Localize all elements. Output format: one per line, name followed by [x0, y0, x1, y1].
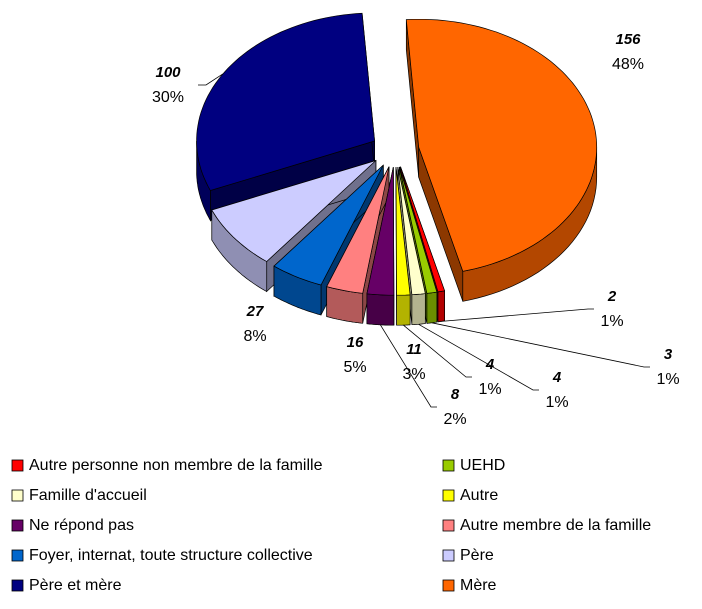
legend-label: UEHD: [460, 457, 505, 474]
percent-label: 3%: [402, 366, 425, 383]
legend-swatch: [442, 579, 455, 592]
slice-top: [211, 160, 377, 262]
legend-label: Père: [460, 547, 494, 564]
slice-wall: [396, 294, 411, 326]
percent-label: 1%: [545, 394, 568, 411]
legend-swatch: [11, 579, 24, 592]
slice-top: [400, 166, 446, 293]
value-label: 11: [406, 341, 422, 358]
percent-label: 5%: [343, 359, 366, 376]
pie-slice: [366, 167, 395, 326]
value-label: 156: [615, 31, 641, 48]
percent-label: 48%: [612, 56, 644, 73]
leader-line: [431, 322, 650, 368]
legend-swatch: [442, 549, 455, 562]
legend-swatch: [442, 459, 455, 472]
legend-label: Famille d'accueil: [29, 487, 147, 504]
leader-line: [418, 323, 539, 391]
legend-label: Autre membre de la famille: [460, 517, 651, 534]
slice-wall: [437, 290, 445, 323]
legend-label: Ne répond pas: [29, 517, 134, 534]
slice-wall: [366, 293, 395, 326]
leader-line: [441, 308, 594, 322]
legend-swatch: [11, 519, 24, 532]
pie-slice: [405, 18, 598, 302]
leader-line: [198, 73, 224, 86]
percent-label: 30%: [152, 89, 184, 106]
percent-label: 8%: [243, 328, 266, 345]
value-label: 4: [485, 356, 495, 373]
slice-top: [405, 18, 598, 272]
pie-slice: [395, 167, 411, 326]
legend-swatch: [11, 549, 24, 562]
value-label: 3: [664, 346, 673, 363]
slice-wall: [411, 293, 426, 326]
percent-label: 1%: [478, 381, 501, 398]
legend-label: Foyer, internat, toute structure collect…: [29, 547, 313, 564]
slice-top: [397, 167, 426, 296]
legend-swatch: [11, 459, 24, 472]
slice-top: [395, 167, 411, 296]
legend-label: Père et mère: [29, 577, 122, 594]
leader-line: [380, 324, 437, 408]
slice-top: [399, 166, 438, 294]
percent-label: 1%: [656, 371, 679, 388]
legend-swatch: [442, 519, 455, 532]
value-label: 2: [607, 288, 617, 305]
value-label: 100: [155, 64, 181, 81]
percent-label: 1%: [600, 313, 623, 330]
value-label: 16: [347, 334, 364, 351]
slice-top: [273, 164, 384, 286]
legend-label: Autre personne non membre de la famille: [29, 457, 323, 474]
value-label: 27: [246, 303, 264, 320]
legend-label: Mère: [460, 577, 497, 594]
percent-label: 2%: [443, 411, 466, 428]
legend-swatch: [11, 489, 24, 502]
value-label: 8: [451, 386, 460, 403]
leader-line: [403, 324, 472, 378]
slice-top: [366, 167, 395, 296]
value-label: 4: [552, 369, 562, 386]
legend-swatch: [442, 489, 455, 502]
slice-top: [326, 166, 390, 294]
slice-wall: [426, 291, 438, 324]
legend-label: Autre: [460, 487, 498, 504]
